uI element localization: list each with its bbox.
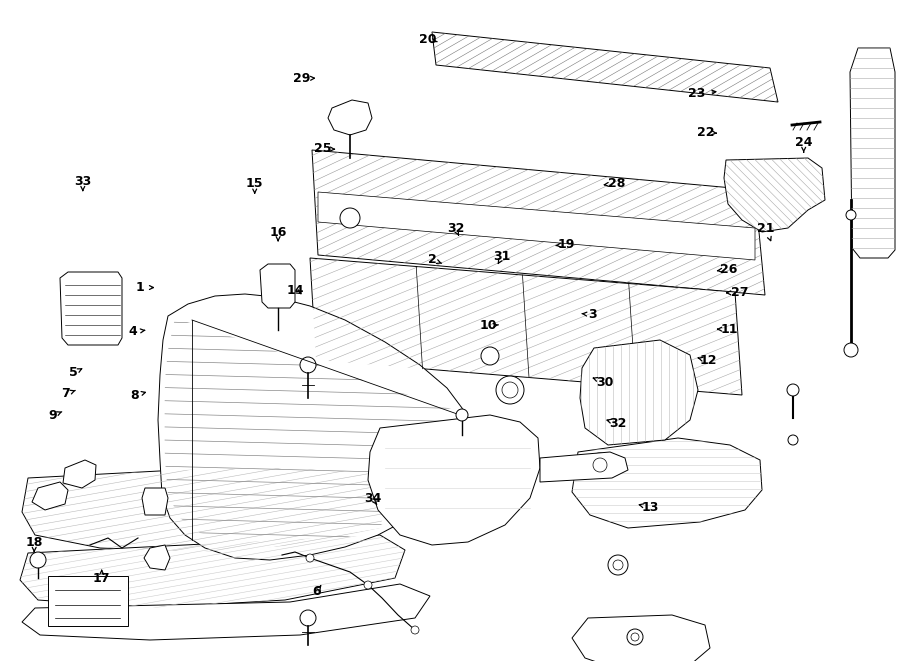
- Text: 17: 17: [93, 572, 111, 585]
- Text: 33: 33: [74, 175, 92, 188]
- Polygon shape: [432, 32, 778, 102]
- Text: 16: 16: [269, 226, 287, 239]
- Text: 1: 1: [135, 281, 144, 294]
- Polygon shape: [368, 415, 540, 545]
- Polygon shape: [310, 258, 742, 395]
- Polygon shape: [572, 438, 762, 528]
- Text: 25: 25: [314, 142, 332, 155]
- Polygon shape: [850, 48, 895, 258]
- Text: 30: 30: [596, 375, 614, 389]
- Text: 22: 22: [697, 126, 715, 139]
- Circle shape: [340, 208, 360, 228]
- Text: 24: 24: [795, 136, 813, 149]
- Circle shape: [411, 626, 419, 634]
- Circle shape: [300, 357, 316, 373]
- Text: 9: 9: [48, 409, 57, 422]
- Polygon shape: [20, 535, 405, 608]
- Circle shape: [846, 210, 856, 220]
- Circle shape: [588, 453, 612, 477]
- Text: 21: 21: [757, 221, 775, 235]
- Circle shape: [631, 633, 639, 641]
- Text: 13: 13: [642, 501, 660, 514]
- Text: 28: 28: [608, 177, 625, 190]
- Circle shape: [627, 629, 643, 645]
- Circle shape: [364, 581, 372, 589]
- Circle shape: [788, 435, 798, 445]
- Polygon shape: [142, 488, 168, 515]
- Text: 11: 11: [720, 323, 738, 336]
- Polygon shape: [580, 340, 698, 445]
- Text: 14: 14: [286, 284, 304, 297]
- Polygon shape: [22, 468, 390, 552]
- Polygon shape: [328, 100, 372, 135]
- Text: 32: 32: [608, 416, 626, 430]
- Polygon shape: [63, 460, 96, 488]
- Text: 4: 4: [129, 325, 138, 338]
- Polygon shape: [32, 482, 68, 510]
- Text: 29: 29: [292, 72, 310, 85]
- Circle shape: [300, 610, 316, 626]
- Text: 3: 3: [588, 308, 597, 321]
- Circle shape: [481, 347, 499, 365]
- Text: 15: 15: [246, 176, 264, 190]
- Polygon shape: [60, 272, 122, 345]
- Polygon shape: [22, 584, 430, 640]
- Circle shape: [502, 382, 518, 398]
- Text: 18: 18: [25, 535, 43, 549]
- Polygon shape: [144, 545, 170, 570]
- Circle shape: [496, 376, 524, 404]
- Text: 8: 8: [130, 389, 140, 402]
- Text: 20: 20: [418, 33, 436, 46]
- Text: 12: 12: [699, 354, 717, 368]
- Text: 10: 10: [480, 319, 498, 332]
- Text: 5: 5: [69, 366, 78, 379]
- Polygon shape: [312, 150, 765, 295]
- Text: 2: 2: [428, 253, 436, 266]
- Text: 6: 6: [312, 585, 321, 598]
- Polygon shape: [260, 264, 295, 308]
- Circle shape: [593, 458, 607, 472]
- Circle shape: [608, 555, 628, 575]
- Polygon shape: [158, 294, 470, 560]
- Text: 23: 23: [688, 87, 706, 100]
- Polygon shape: [572, 615, 710, 661]
- FancyBboxPatch shape: [48, 576, 128, 626]
- Text: 32: 32: [446, 222, 464, 235]
- Circle shape: [787, 384, 799, 396]
- Polygon shape: [540, 452, 628, 482]
- Circle shape: [844, 343, 858, 357]
- Text: 19: 19: [557, 238, 575, 251]
- Polygon shape: [724, 158, 825, 232]
- Polygon shape: [318, 192, 755, 260]
- Text: 7: 7: [61, 387, 70, 401]
- Text: 34: 34: [364, 492, 382, 505]
- Circle shape: [30, 552, 46, 568]
- Circle shape: [306, 554, 314, 562]
- Circle shape: [456, 409, 468, 421]
- Circle shape: [613, 560, 623, 570]
- Text: 27: 27: [731, 286, 749, 299]
- Text: 31: 31: [493, 250, 511, 263]
- Text: 26: 26: [720, 263, 738, 276]
